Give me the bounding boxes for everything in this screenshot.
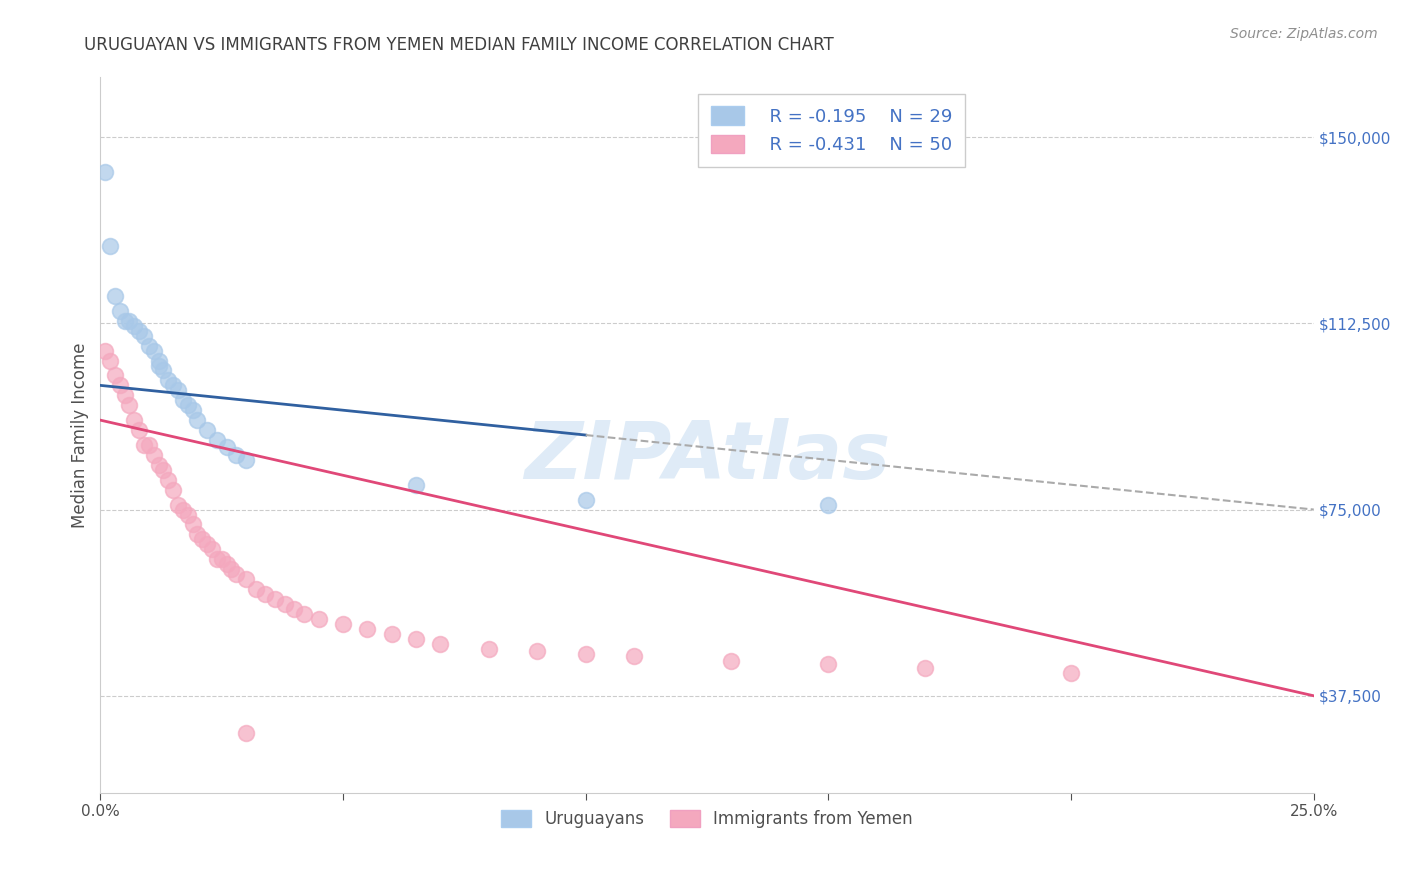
Point [167,498,190,512]
Point [132,328,155,343]
Text: URUGUAYAN VS IMMIGRANTS FROM YEMEN MEDIAN FAMILY INCOME CORRELATION CHART: URUGUAYAN VS IMMIGRANTS FROM YEMEN MEDIA… [84,36,834,54]
Point [124,318,146,333]
Point [211,552,233,566]
Point [201,542,224,557]
Point [152,463,174,477]
Point [148,359,170,373]
Point [114,388,136,402]
Point [205,433,228,447]
Point [157,373,180,387]
Point [162,483,184,497]
Point [177,508,200,522]
Point [186,527,208,541]
Point [405,477,427,491]
Point [108,378,131,392]
Point [332,616,354,631]
Point [380,626,402,640]
Point [575,647,598,661]
Point [114,314,136,328]
Point [186,413,208,427]
Point [142,448,165,462]
Point [235,572,257,586]
Point [221,562,243,576]
Point [225,567,247,582]
Point [108,304,131,318]
Point [181,517,204,532]
Point [104,289,127,303]
Point [138,438,160,452]
Point [478,641,501,656]
Point [215,557,238,571]
Point [274,597,297,611]
Point [283,602,305,616]
Text: Source: ZipAtlas.com: Source: ZipAtlas.com [1230,27,1378,41]
Point [526,644,548,658]
Text: ZIPAtlas: ZIPAtlas [524,417,890,495]
Point [308,612,330,626]
Point [148,458,170,472]
Point [128,423,150,437]
Point [245,582,267,596]
Point [128,324,150,338]
Point [205,552,228,566]
Point [118,398,141,412]
Point [148,353,170,368]
Point [172,502,194,516]
Point [94,165,117,179]
Point [104,368,127,383]
Point [405,632,427,646]
Point [225,448,247,462]
Point [172,393,194,408]
Point [152,363,174,377]
Point [356,622,378,636]
Point [167,384,190,398]
Point [132,438,155,452]
Point [264,591,287,606]
Point [817,498,839,512]
Point [429,637,451,651]
Point [181,403,204,417]
Point [142,343,165,358]
Point [138,338,160,352]
Point [235,726,257,740]
Point [118,314,141,328]
Point [817,657,839,671]
Point [177,398,200,412]
Point [191,533,214,547]
Point [162,378,184,392]
Point [575,492,598,507]
Point [292,607,315,621]
Legend: Uruguayans, Immigrants from Yemen: Uruguayans, Immigrants from Yemen [495,803,920,834]
Point [98,353,121,368]
Point [914,661,936,675]
Point [157,473,180,487]
Point [215,441,238,455]
Y-axis label: Median Family Income: Median Family Income [72,343,89,528]
Point [254,587,277,601]
Point [195,537,218,551]
Point [94,343,117,358]
Point [235,453,257,467]
Point [98,239,121,253]
Point [623,649,645,664]
Point [1060,666,1083,681]
Point [195,423,218,437]
Point [124,413,146,427]
Point [720,654,742,668]
